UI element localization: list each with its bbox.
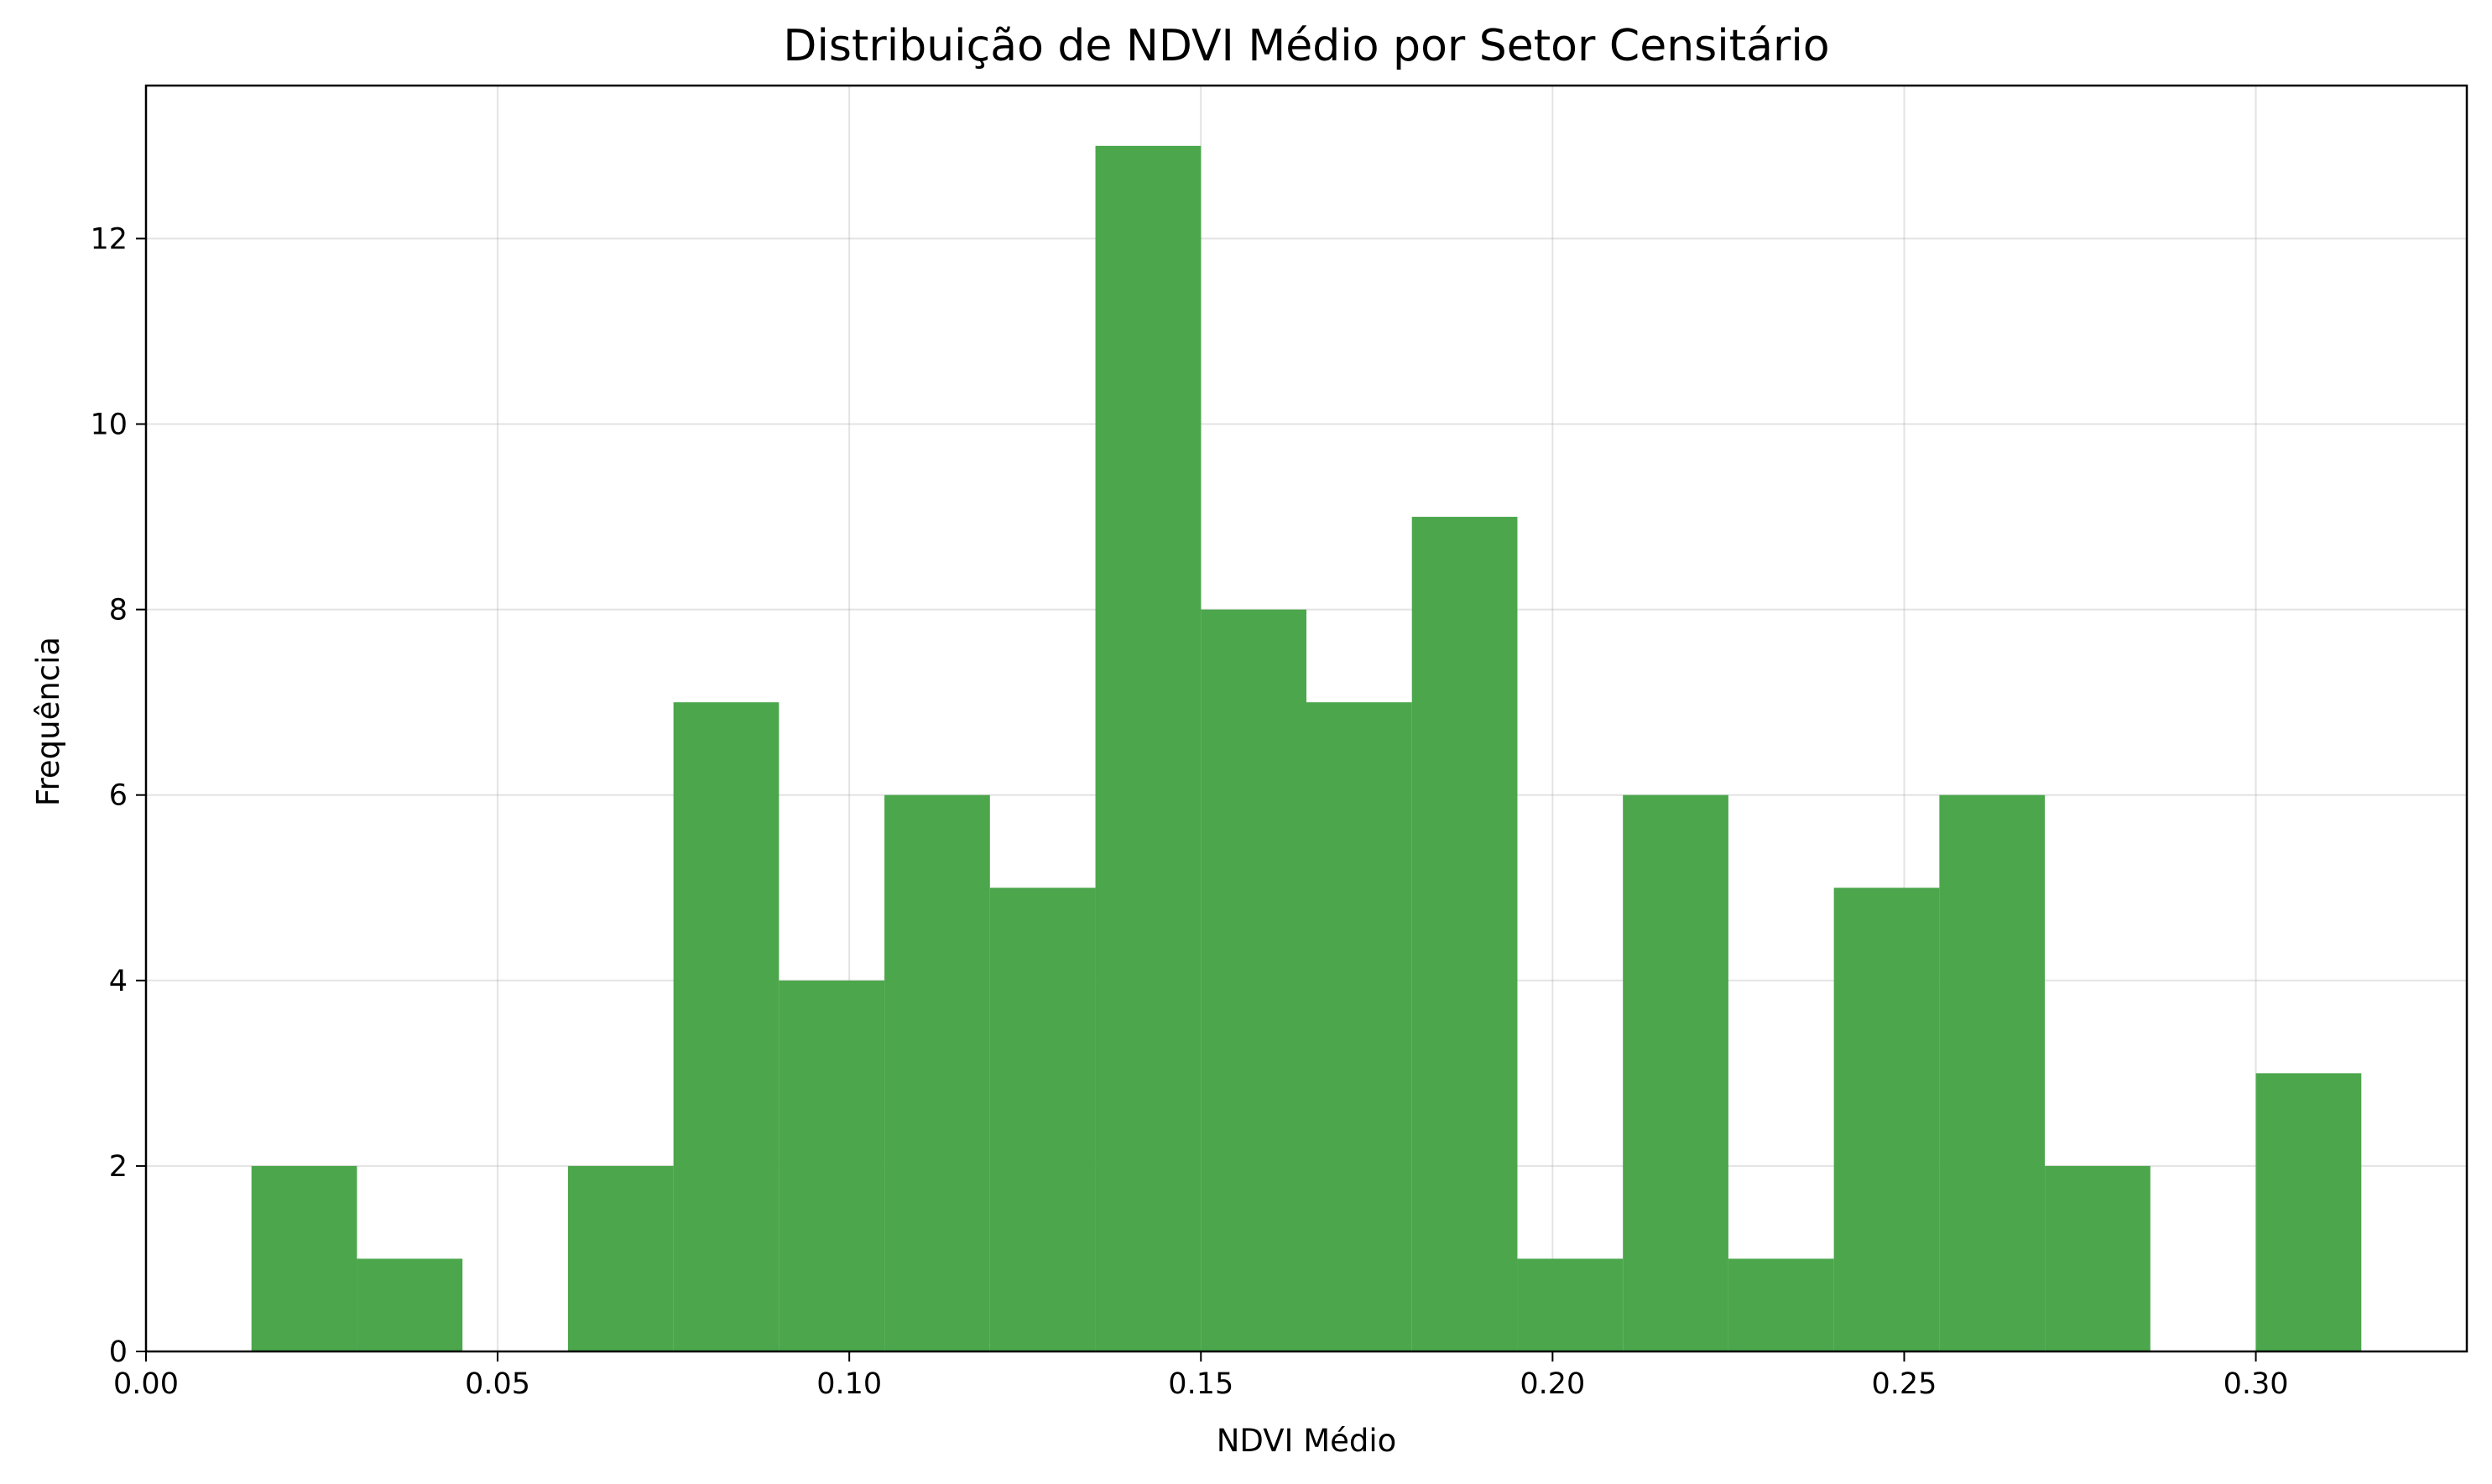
histogram-bar-13 [1623,794,1728,1351]
y-axis-label: Frequência [30,637,66,806]
histogram-bar-4 [673,702,779,1351]
y-tick-label-0: 0 [109,1336,128,1369]
x-tick-label-5: 0.25 [1871,1367,1937,1401]
y-tick-label-2: 4 [109,965,128,998]
x-tick-label-1: 0.05 [465,1367,530,1401]
histogram-bar-9 [1201,609,1306,1351]
x-tick-label-2: 0.10 [816,1367,882,1401]
y-tick-label-6: 12 [90,222,128,256]
histogram-bar-12 [1517,1258,1624,1351]
histogram-bar-1 [357,1258,463,1351]
histogram-bar-10 [1306,702,1412,1351]
y-tick-label-5: 10 [90,409,128,442]
histogram-bar-16 [1939,794,2046,1351]
histogram-bar-5 [779,980,885,1351]
y-tick-label-1: 2 [109,1150,128,1184]
axis-ticks: 0.00 0.05 0.10 0.15 0.20 0.25 0.30 0 2 4 6 8 10 12 [90,222,2288,1401]
plot-frame [144,84,2469,1353]
histogram-bar-7 [989,888,1096,1351]
histogram-bar-0 [251,1165,357,1351]
chart-title: Distribuição de NDVI Médio por Setor Cen… [783,21,1829,71]
grid-lines [145,86,2467,1352]
histogram-bar-6 [884,794,990,1351]
histogram-bars [251,145,2362,1351]
histogram-bar-14 [1728,1258,1834,1351]
histogram-bar-17 [2045,1165,2151,1351]
histogram-bar-8 [1095,145,1202,1351]
x-tick-label-0: 0.00 [113,1367,179,1401]
y-tick-label-4: 8 [109,594,128,627]
x-axis-label: NDVI Médio [1217,1423,1397,1459]
histogram-bar-19 [2255,1073,2362,1351]
histogram-bar-15 [1833,888,1940,1351]
histogram-bar-11 [1411,517,1518,1351]
x-tick-label-4: 0.20 [1520,1367,1585,1401]
x-tick-label-6: 0.30 [2224,1367,2289,1401]
x-tick-label-3: 0.15 [1168,1367,1233,1401]
histogram-bar-3 [567,1165,674,1351]
y-tick-label-3: 6 [109,779,128,813]
